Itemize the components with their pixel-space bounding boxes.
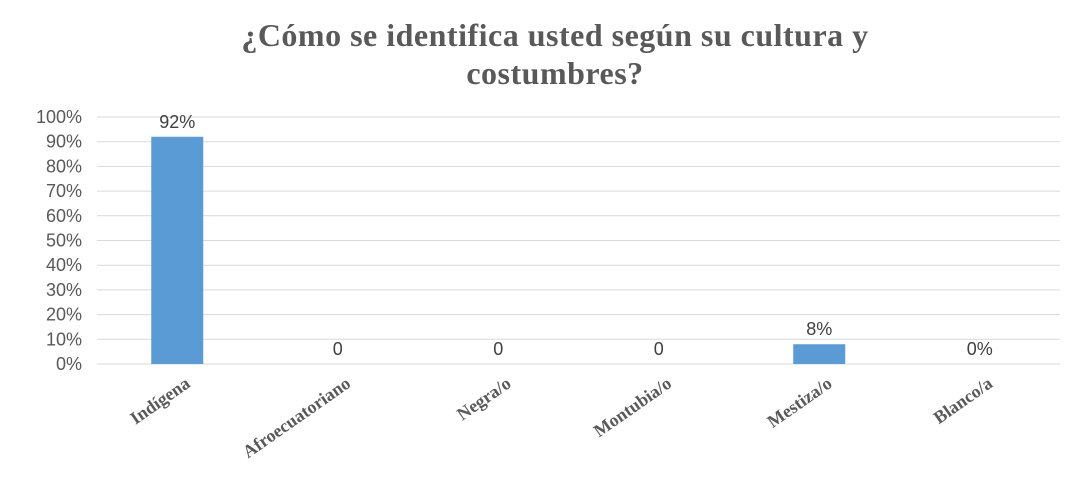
data-label: 0 [333,339,343,359]
data-labels: 92% 0 0 0 8% 0% [159,112,993,359]
data-label: 0% [967,339,993,359]
y-tick-label: 80% [46,156,82,176]
gridlines [97,116,1060,365]
x-axis-ticks: Indígena Afroecuatoriano Negra/o Montubia/o… [126,373,996,462]
y-tick-label: 40% [46,255,82,275]
chart-title-line-1: ¿Cómo se identifica usted según su cultu… [241,17,868,53]
x-tick-label: Negra/o [453,373,514,424]
y-axis-ticks: 0% 10% 20% 30% 40% 50% 60% 70% 80% 90% 100% [36,107,82,374]
x-tick-label: Blanco/a [930,373,996,428]
y-tick-label: 0% [56,354,82,374]
x-tick-label: Afroecuatoriano [239,373,354,462]
data-label: 92% [159,112,195,132]
y-tick-label: 20% [46,305,82,325]
chart-title-line-2: costumbres? [466,55,643,91]
data-label: 0 [654,339,664,359]
y-tick-label: 60% [46,206,82,226]
y-tick-label: 30% [46,280,82,300]
y-tick-label: 90% [46,132,82,152]
y-tick-label: 50% [46,231,82,251]
y-tick-label: 70% [46,181,82,201]
x-tick-label: Mestiza/o [763,373,835,432]
bars [151,136,846,364]
y-tick-label: 10% [46,329,82,349]
data-label: 8% [806,319,832,339]
data-label: 0 [493,339,503,359]
x-tick-label: Indígena [126,373,193,428]
bar [793,344,846,364]
y-tick-label: 100% [36,107,82,127]
bar [151,136,204,364]
x-tick-label: Montubia/o [590,373,675,441]
